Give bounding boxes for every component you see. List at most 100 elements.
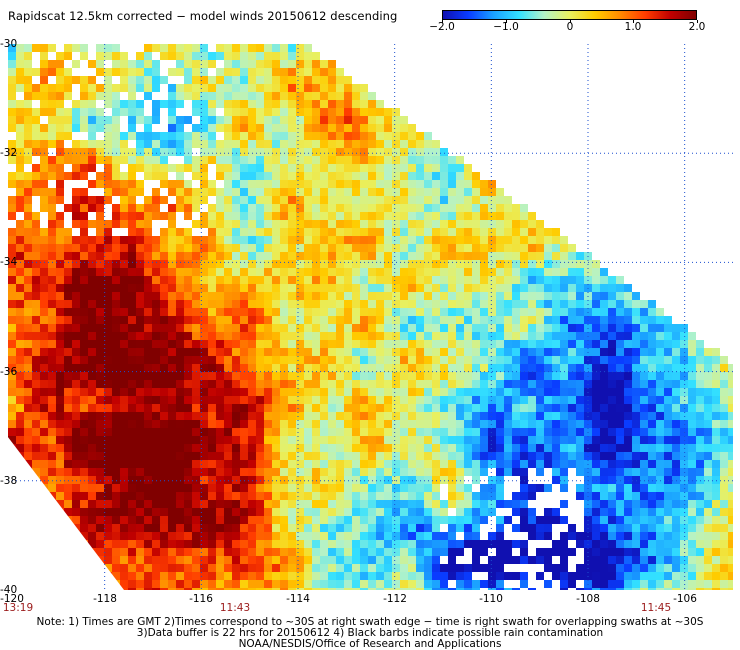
wind-cell xyxy=(168,132,176,140)
wind-cell xyxy=(616,452,624,460)
wind-cell xyxy=(488,276,496,284)
wind-cell xyxy=(304,324,312,332)
wind-cell xyxy=(472,460,480,468)
wind-cell xyxy=(552,532,560,540)
wind-cell xyxy=(136,124,144,132)
wind-cell xyxy=(216,340,224,348)
wind-cell xyxy=(464,436,472,444)
wind-cell xyxy=(56,260,64,268)
wind-cell xyxy=(216,180,224,188)
wind-cell xyxy=(416,380,424,388)
wind-cell xyxy=(432,260,440,268)
wind-cell xyxy=(200,332,208,340)
wind-cell xyxy=(360,380,368,388)
wind-cell xyxy=(192,484,200,492)
wind-cell xyxy=(56,228,64,236)
wind-cell xyxy=(664,476,672,484)
wind-cell xyxy=(208,508,216,516)
wind-cell xyxy=(368,364,376,372)
wind-cell xyxy=(608,524,616,532)
wind-cell xyxy=(280,492,288,500)
wind-cell xyxy=(192,52,200,60)
wind-cell xyxy=(368,476,376,484)
wind-cell xyxy=(24,412,32,420)
wind-cell xyxy=(456,324,464,332)
wind-cell xyxy=(112,108,120,116)
wind-cell xyxy=(680,436,688,444)
wind-cell xyxy=(32,156,40,164)
wind-cell xyxy=(392,132,400,140)
wind-cell xyxy=(40,276,48,284)
wind-cell xyxy=(456,204,464,212)
wind-cell xyxy=(592,284,600,292)
wind-cell xyxy=(440,428,448,436)
wind-cell xyxy=(656,420,664,428)
wind-cell xyxy=(64,340,72,348)
wind-cell xyxy=(416,220,424,228)
wind-cell xyxy=(216,220,224,228)
wind-cell xyxy=(520,324,528,332)
wind-cell xyxy=(392,260,400,268)
wind-cell xyxy=(472,420,480,428)
wind-cell xyxy=(392,316,400,324)
wind-cell xyxy=(32,412,40,420)
wind-cell xyxy=(600,300,608,308)
wind-cell xyxy=(176,324,184,332)
wind-cell xyxy=(40,164,48,172)
wind-cell xyxy=(256,116,264,124)
wind-cell xyxy=(320,468,328,476)
wind-cell xyxy=(616,508,624,516)
wind-cell xyxy=(296,460,304,468)
wind-cell xyxy=(472,396,480,404)
wind-cell xyxy=(240,116,248,124)
wind-cell xyxy=(72,172,80,180)
wind-cell xyxy=(704,540,712,548)
wind-cell xyxy=(392,156,400,164)
wind-cell xyxy=(496,524,504,532)
wind-cell xyxy=(312,348,320,356)
wind-cell xyxy=(8,132,16,140)
wind-cell xyxy=(136,60,144,68)
wind-cell xyxy=(192,396,200,404)
wind-cell xyxy=(392,444,400,452)
wind-cell xyxy=(288,436,296,444)
wind-cell xyxy=(472,188,480,196)
wind-cell xyxy=(344,308,352,316)
wind-cell xyxy=(232,380,240,388)
wind-cell xyxy=(704,452,712,460)
wind-cell xyxy=(176,468,184,476)
wind-cell xyxy=(536,524,544,532)
wind-cell xyxy=(640,364,648,372)
wind-cell xyxy=(344,92,352,100)
wind-cell xyxy=(512,540,520,548)
wind-cell xyxy=(360,108,368,116)
wind-cell xyxy=(256,332,264,340)
wind-cell xyxy=(312,156,320,164)
wind-cell xyxy=(336,452,344,460)
wind-cell xyxy=(216,452,224,460)
wind-cell xyxy=(168,372,176,380)
wind-cell xyxy=(296,364,304,372)
wind-cell xyxy=(144,356,152,364)
wind-cell xyxy=(88,364,96,372)
wind-cell xyxy=(304,412,312,420)
wind-cell xyxy=(472,300,480,308)
wind-cell xyxy=(40,292,48,300)
wind-cell xyxy=(312,508,320,516)
wind-cell xyxy=(200,188,208,196)
wind-cell xyxy=(88,308,96,316)
wind-cell xyxy=(352,188,360,196)
wind-cell xyxy=(240,44,248,52)
wind-cell xyxy=(40,380,48,388)
wind-cell xyxy=(568,356,576,364)
wind-cell xyxy=(496,484,504,492)
wind-cell xyxy=(568,340,576,348)
wind-cell xyxy=(136,276,144,284)
wind-cell xyxy=(280,444,288,452)
wind-cell xyxy=(40,148,48,156)
wind-cell xyxy=(240,436,248,444)
wind-cell xyxy=(672,332,680,340)
wind-cell xyxy=(112,356,120,364)
wind-cell xyxy=(304,500,312,508)
wind-cell xyxy=(80,116,88,124)
